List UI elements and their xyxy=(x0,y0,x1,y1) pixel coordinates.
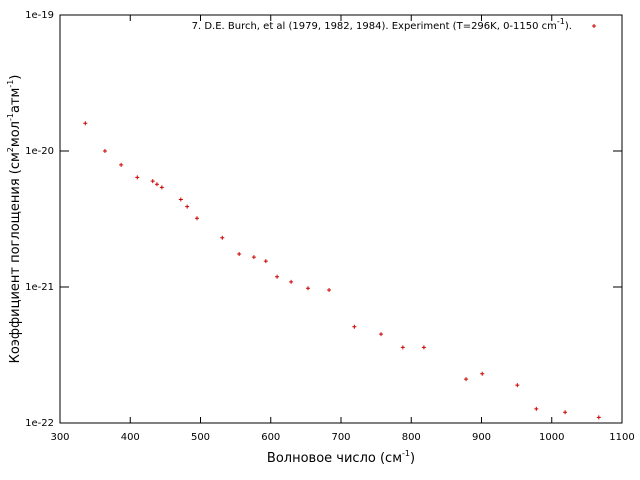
y-tick-label: 1e-21 xyxy=(25,282,54,293)
x-tick-label: 400 xyxy=(121,432,140,443)
point xyxy=(534,406,539,411)
y-axis-label-part: мол xyxy=(8,121,23,147)
point xyxy=(263,259,268,264)
y-tick-label: 1e-19 xyxy=(25,10,54,21)
y-tick-label: 1e-22 xyxy=(25,418,54,429)
point xyxy=(159,185,164,190)
legend-label-part: 7. D.E. Burch, et al (1979, 1982, 1984).… xyxy=(192,21,557,32)
legend-label-part: -1 xyxy=(557,17,565,26)
point xyxy=(515,383,520,388)
point xyxy=(194,216,199,221)
x-tick-label: 800 xyxy=(402,432,421,443)
point xyxy=(352,324,357,329)
y-axis-label-part: 2 xyxy=(6,147,15,152)
point xyxy=(305,286,310,291)
x-tick-label: 300 xyxy=(50,432,69,443)
legend-label-part: ). xyxy=(565,21,572,32)
x-axis-label: Волновое число (см-1) xyxy=(267,449,415,466)
y-axis-label-part: Коэффициент поглощения (см xyxy=(8,152,23,363)
point xyxy=(251,255,256,260)
point xyxy=(178,197,183,202)
point xyxy=(220,235,225,240)
x-tick-label: 700 xyxy=(331,432,350,443)
point xyxy=(480,371,485,376)
x-tick-label: 1100 xyxy=(609,432,634,443)
x-axis-label-part: Волновое число (см xyxy=(267,451,402,466)
point xyxy=(563,410,568,415)
x-tick-label: 600 xyxy=(261,432,280,443)
y-axis-label-part: атм xyxy=(8,88,23,113)
point xyxy=(154,182,159,187)
legend-marker xyxy=(592,24,596,28)
point xyxy=(327,288,332,293)
point xyxy=(150,179,155,184)
point xyxy=(185,204,190,209)
point xyxy=(421,345,426,350)
point xyxy=(135,175,140,180)
point xyxy=(379,332,384,337)
plot-border xyxy=(59,14,623,424)
point xyxy=(237,251,242,256)
x-tick-label: 500 xyxy=(191,432,210,443)
x-axis-label-part: -1 xyxy=(402,449,410,458)
y-axis-label: Коэффициент поглощения (см2мол-1атм-1) xyxy=(6,75,23,364)
y-axis-label-part: -1 xyxy=(6,113,15,121)
point xyxy=(596,415,601,420)
point xyxy=(83,121,88,126)
y-tick-label: 1e-20 xyxy=(25,146,54,157)
point xyxy=(102,149,107,153)
y-axis-label-part: -1 xyxy=(6,80,15,88)
point xyxy=(289,279,294,284)
x-axis-label-part: ) xyxy=(410,451,415,466)
x-tick-label: 1000 xyxy=(539,432,564,443)
x-tick-label: 900 xyxy=(472,432,491,443)
y-axis-label-part: ) xyxy=(8,75,23,80)
legend-label: 7. D.E. Burch, et al (1979, 1982, 1984).… xyxy=(192,17,572,32)
point xyxy=(464,377,469,382)
point xyxy=(119,162,124,167)
point xyxy=(275,274,280,279)
point xyxy=(400,345,405,350)
